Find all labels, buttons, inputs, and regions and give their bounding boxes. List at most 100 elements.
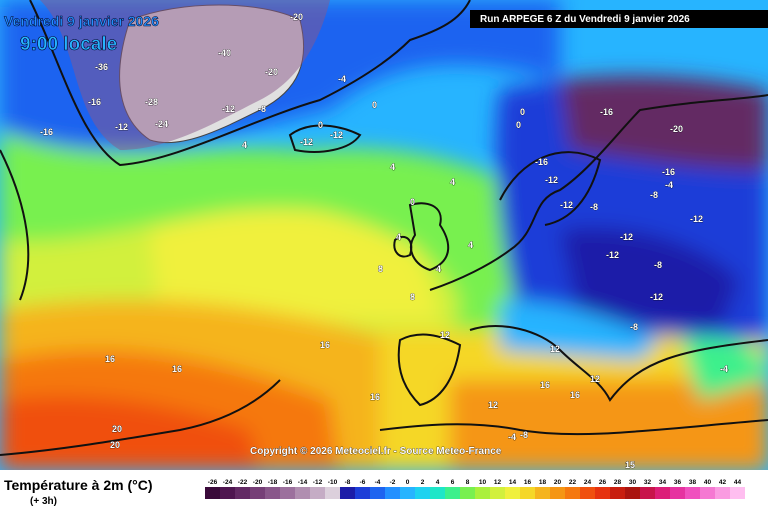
map-label: 0 [516, 120, 521, 130]
color-swatch [385, 487, 400, 499]
map-label: -16 [88, 97, 101, 107]
color-swatch [475, 487, 490, 499]
color-swatch [625, 487, 640, 499]
scale-tick-label: 0 [406, 479, 410, 486]
run-info: Run ARPEGE 6 Z du Vendredi 9 janvier 202… [480, 14, 690, 25]
scale-tick-label: 22 [569, 479, 577, 486]
color-swatch [520, 487, 535, 499]
color-swatch [490, 487, 505, 499]
scale-tick-label: 42 [719, 479, 727, 486]
scale-tick-label: 32 [644, 479, 652, 486]
map-label: -8 [654, 260, 662, 270]
scale-tick-label: -2 [390, 479, 396, 486]
scale-tick-label: 26 [599, 479, 607, 486]
color-swatch [355, 487, 370, 499]
map-label: -12 [300, 137, 313, 147]
color-swatch [250, 487, 265, 499]
map-labels: -40-36-28-24-16-20-12-16-20-12 -8-400-12-… [40, 12, 729, 471]
scale-tick-label: -4 [375, 479, 381, 486]
scale-tick-label: 40 [704, 479, 712, 486]
color-swatch [370, 487, 385, 499]
map-label: 20 [112, 424, 122, 434]
scale-tick-label: 20 [554, 479, 562, 486]
scale-tick-label: 38 [689, 479, 697, 486]
scale-tick-label: 14 [509, 479, 517, 486]
map-label: -16 [662, 167, 675, 177]
color-swatch [340, 487, 355, 499]
map-label: 4 [390, 162, 395, 172]
map-label: -12 [606, 250, 619, 260]
map-label: -4 [720, 364, 728, 374]
map-label: 0 [410, 197, 415, 207]
map-label: -4 [665, 180, 673, 190]
scale-tick-label: -6 [360, 479, 366, 486]
map-label: -20 [290, 12, 303, 22]
map-label: -8 [630, 322, 638, 332]
map-label: -40 [218, 48, 231, 58]
map-label: -4 [338, 74, 346, 84]
color-swatch [325, 487, 340, 499]
scale-tick-label: 24 [584, 479, 592, 486]
date: Vendredi 9 janvier 2026 [4, 13, 159, 29]
color-swatch [445, 487, 460, 499]
legend-subtitle: (+ 3h) [30, 496, 57, 507]
scale-tick-label: -10 [328, 479, 338, 486]
map-label: 8 [378, 264, 383, 274]
map-label: -16 [40, 127, 53, 137]
map-label: -36 [95, 62, 108, 72]
map-label: -16 [600, 107, 613, 117]
scale-tick-label: 6 [451, 479, 455, 486]
color-swatch [610, 487, 625, 499]
scale-tick-label: -26 [208, 479, 218, 486]
map [0, 0, 768, 470]
scale-tick-label: 10 [479, 479, 487, 486]
color-swatch [700, 487, 715, 499]
scale-tick-label: -16 [283, 479, 293, 486]
scale-tick-label: 8 [466, 479, 470, 486]
map-label: -12 [620, 232, 633, 242]
map-label: 4 [242, 140, 247, 150]
scale-tick-label: 2 [421, 479, 425, 486]
scale-tick-label: -24 [223, 479, 233, 486]
color-swatch [205, 487, 220, 499]
scale-tick-label: 36 [674, 479, 682, 486]
temperature-field [0, 0, 768, 470]
color-swatch [670, 487, 685, 499]
time: 9:00 locale [20, 34, 117, 55]
color-swatch [685, 487, 700, 499]
coastlines [0, 0, 768, 456]
scale-tick-label: 30 [629, 479, 637, 486]
copyright: Copyright © 2026 Meteociel.fr - Source M… [250, 446, 502, 457]
color-swatch [655, 487, 670, 499]
scale-tick-label: 44 [734, 479, 742, 486]
map-label: 12 [440, 330, 450, 340]
scale-tick-label: -20 [253, 479, 263, 486]
map-label: 4 [396, 232, 401, 242]
map-label: 16 [370, 392, 380, 402]
map-label: 12 [590, 374, 600, 384]
map-label: 16 [540, 380, 550, 390]
run-banner [470, 10, 768, 28]
scale-tick-label: 4 [436, 479, 440, 486]
greenland-cold [40, 0, 330, 150]
map-label: -28 [145, 97, 158, 107]
color-swatch [235, 487, 250, 499]
color-scale: -26 -24 -22 -20 -18 -16 -14 -12 -10 -8 -6 -4 -2 0 2 4 6 8… [205, 479, 745, 499]
map-label: 16 [172, 364, 182, 374]
scale-tick-label: -12 [313, 479, 323, 486]
map-label: 0 [372, 100, 377, 110]
map-label: -12 [650, 292, 663, 302]
color-swatch [640, 487, 655, 499]
color-swatch [265, 487, 280, 499]
color-swatch [580, 487, 595, 499]
color-swatch [550, 487, 565, 499]
color-swatch [220, 487, 235, 499]
map-label: -8 [520, 430, 528, 440]
color-swatch [715, 487, 730, 499]
legend-title: Température à 2m (°C) [4, 477, 153, 493]
color-swatch [730, 487, 745, 499]
color-swatch [505, 487, 520, 499]
map-label: -8 [258, 104, 266, 114]
map-label: -12 [115, 122, 128, 132]
